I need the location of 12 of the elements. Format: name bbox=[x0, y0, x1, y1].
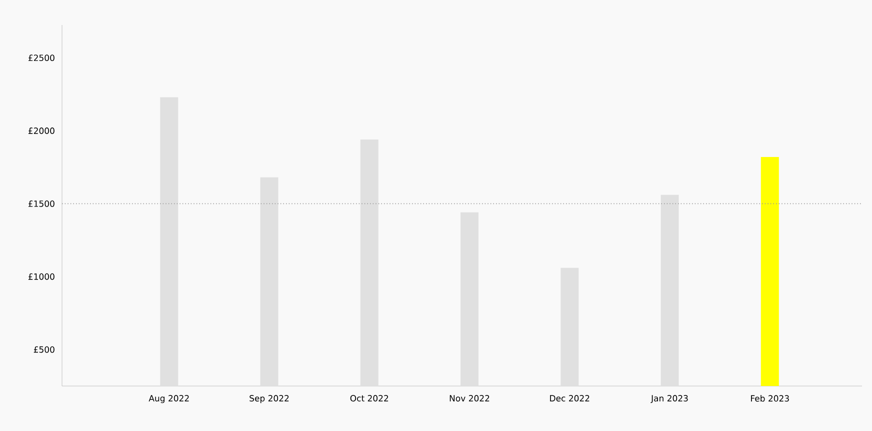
x-tick-label: Sep 2022 bbox=[250, 395, 289, 404]
x-tick-label: Feb 2023 bbox=[751, 395, 789, 402]
x-tick-label: Jan 2023 bbox=[650, 395, 688, 404]
x-tick-label: Oct 2022 bbox=[350, 395, 388, 402]
y-tick-label: £1500 bbox=[28, 200, 54, 207]
y-tick-label: £1000 bbox=[28, 273, 54, 280]
y-tick-label: £2000 bbox=[28, 128, 54, 134]
x-tick-label: Nov 2022 bbox=[450, 395, 490, 402]
y-tick-label: £2500 bbox=[28, 54, 54, 62]
y-tick-label: £500 bbox=[34, 346, 54, 353]
x-tick-label: Aug 2022 bbox=[148, 395, 189, 404]
x-tick-label: Dec 2022 bbox=[550, 395, 590, 402]
